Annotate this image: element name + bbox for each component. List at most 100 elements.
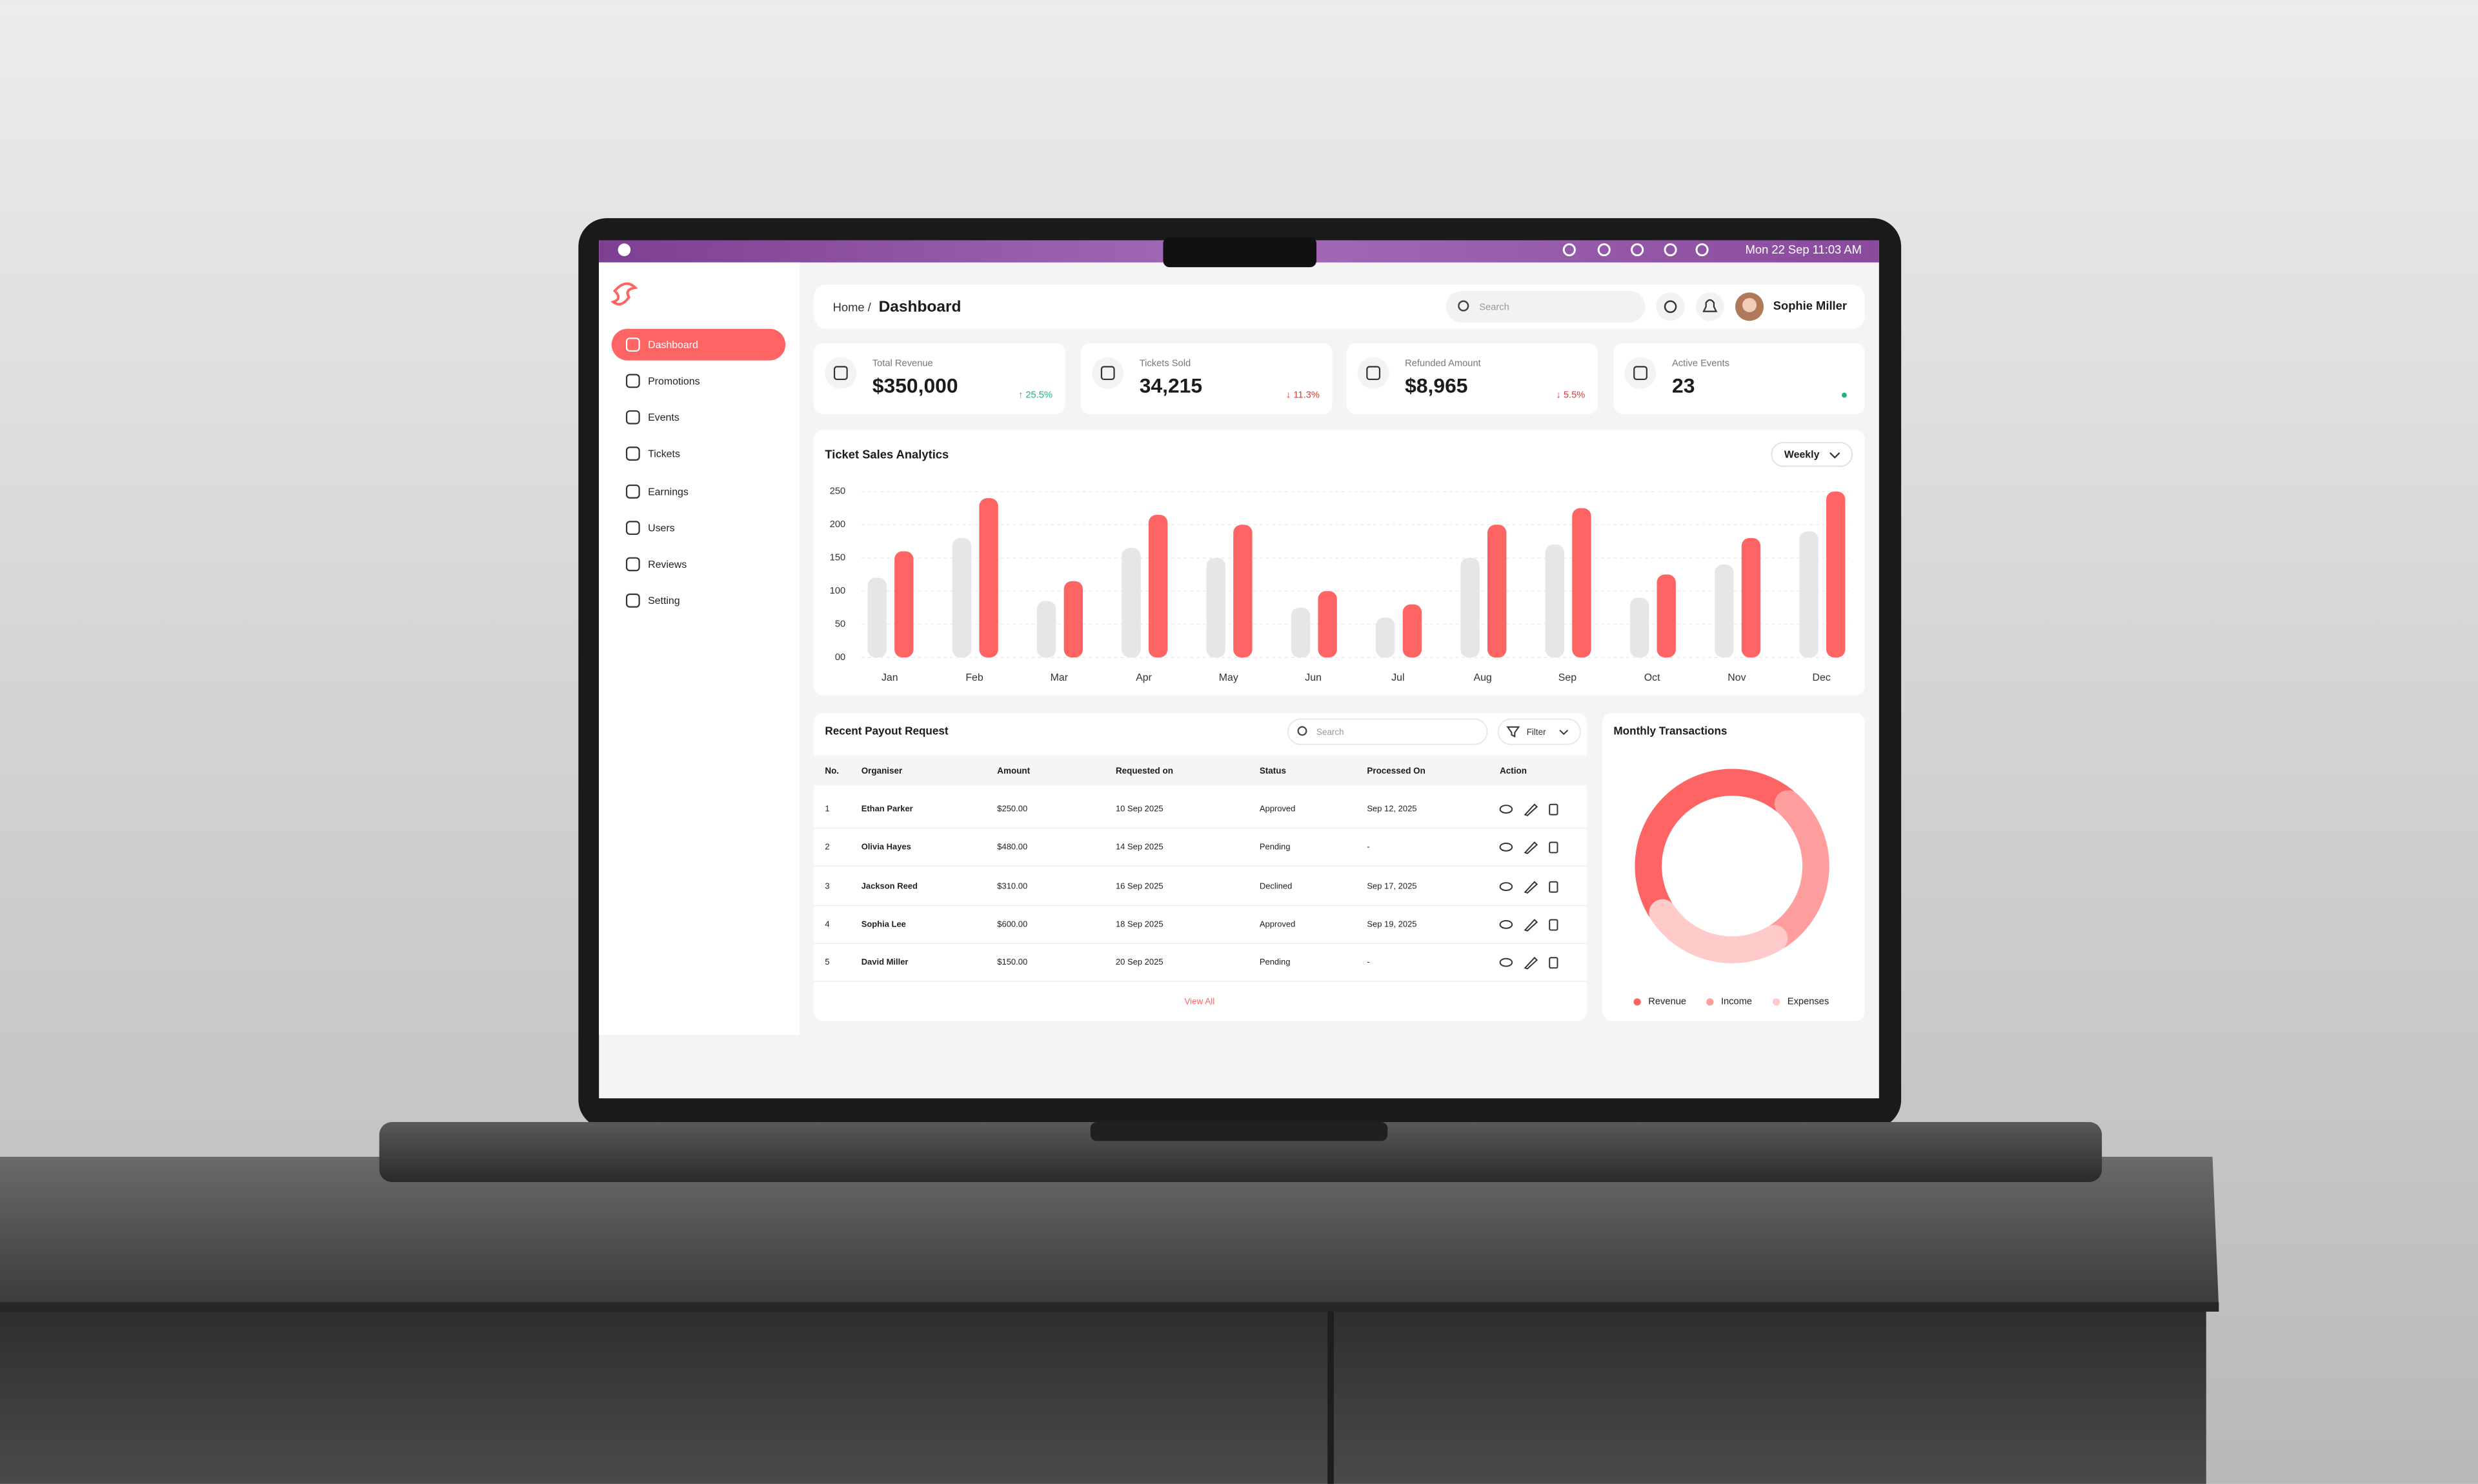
- table-cell: Sep 12, 2025: [1367, 804, 1416, 814]
- table-cell: -: [1367, 841, 1369, 851]
- view-icon[interactable]: [1499, 919, 1513, 929]
- status-icon: [1631, 243, 1644, 257]
- bar: [1291, 607, 1311, 657]
- table-cell: -: [1367, 957, 1369, 967]
- period-dropdown[interactable]: [1771, 441, 1853, 467]
- column-header: Organiser: [861, 766, 903, 776]
- y-tick-label: 50: [835, 619, 845, 629]
- dropdown-chevron: [1829, 452, 1840, 459]
- column-header: Amount: [997, 766, 1030, 776]
- status-icon: [1597, 243, 1611, 257]
- x-tick-label: Jul: [1391, 672, 1404, 683]
- edit-icon[interactable]: [1524, 803, 1538, 816]
- nav-item[interactable]: Users: [648, 523, 675, 534]
- nav-item[interactable]: Dashboard: [648, 340, 698, 351]
- stat-icon-bg: [1357, 357, 1389, 389]
- delete-icon[interactable]: [1549, 841, 1558, 854]
- bar: [1318, 591, 1337, 657]
- nav-item[interactable]: Setting: [648, 596, 680, 607]
- nav-item[interactable]: Tickets: [648, 448, 680, 459]
- bar: [1233, 525, 1253, 657]
- breadcrumb: Home /: [833, 301, 872, 314]
- view-icon[interactable]: [1499, 882, 1513, 891]
- search-box[interactable]: [1446, 290, 1646, 323]
- notification-button[interactable]: [1695, 292, 1724, 321]
- nav-item[interactable]: Earnings: [648, 486, 689, 497]
- filter-label[interactable]: Filter: [1527, 727, 1546, 737]
- table-cell: 18 Sep 2025: [1116, 919, 1163, 928]
- table-cell: 20 Sep 2025: [1116, 957, 1163, 967]
- table-title: Recent Payout Request: [825, 725, 949, 737]
- nav-item[interactable]: Events: [648, 412, 680, 423]
- avatar-face: [1742, 297, 1757, 312]
- desk-edge: [0, 1302, 2219, 1312]
- bar: [1572, 508, 1591, 657]
- column-header: Requested on: [1116, 766, 1173, 776]
- x-tick-label: Dec: [1813, 672, 1831, 683]
- stat-card: [1346, 343, 1598, 414]
- filter-button[interactable]: [1497, 718, 1581, 745]
- status-icon: [1695, 243, 1709, 257]
- edit-icon[interactable]: [1524, 956, 1538, 970]
- filter-chevron: [1559, 729, 1569, 736]
- view-icon[interactable]: [1499, 805, 1513, 814]
- nav-active[interactable]: [611, 328, 786, 361]
- period-label[interactable]: Weekly: [1784, 450, 1820, 461]
- donut-card: [1602, 712, 1865, 1021]
- delete-icon[interactable]: [1549, 919, 1558, 931]
- bar: [1148, 514, 1168, 657]
- table-search-placeholder: Search: [1316, 727, 1344, 737]
- delete-icon[interactable]: [1549, 957, 1558, 969]
- nav-item[interactable]: Promotions: [648, 376, 700, 387]
- edit-icon[interactable]: [1524, 881, 1538, 894]
- delete-icon[interactable]: [1549, 803, 1558, 816]
- bar: [894, 551, 914, 657]
- table-cell: Sep 19, 2025: [1367, 919, 1416, 928]
- status-icon: [1562, 243, 1576, 257]
- x-tick-label: Jun: [1305, 672, 1322, 683]
- bar: [1657, 574, 1676, 657]
- nav-icon: [625, 484, 640, 499]
- edit-icon[interactable]: [1524, 841, 1538, 854]
- bell-icon: [1702, 299, 1718, 312]
- column-header: No.: [825, 766, 839, 776]
- bar: [867, 577, 887, 657]
- table-cell: 4: [825, 919, 829, 928]
- bar: [1826, 491, 1846, 657]
- stat-icon: [1100, 366, 1115, 381]
- stat-icon: [1366, 366, 1381, 381]
- stat-label: Active Events: [1672, 358, 1729, 368]
- table-cell: $480.00: [997, 841, 1027, 851]
- stat-trend: ↓ 11.3%: [1286, 390, 1320, 400]
- delete-icon[interactable]: [1549, 881, 1558, 893]
- nav-icon: [625, 337, 640, 352]
- bar: [1629, 597, 1649, 657]
- filter-icon: [1506, 726, 1520, 738]
- settings-button[interactable]: [1656, 292, 1685, 321]
- legend-swatch: [1633, 998, 1641, 1006]
- table-search[interactable]: [1287, 718, 1488, 745]
- stat-icon: [833, 366, 848, 381]
- stat-value: $8,965: [1405, 374, 1467, 397]
- legend-label: Revenue: [1648, 997, 1686, 1007]
- x-tick-label: Nov: [1728, 672, 1746, 683]
- view-icon[interactable]: [1499, 842, 1513, 852]
- table-cell: David Miller: [861, 957, 909, 967]
- x-tick-label: Jan: [881, 672, 898, 683]
- x-tick-label: Apr: [1136, 672, 1152, 683]
- desk-top: [0, 1156, 2219, 1309]
- table-cell: Sophia Lee: [861, 919, 906, 928]
- stat-label: Tickets Sold: [1140, 358, 1191, 368]
- view-icon[interactable]: [1499, 958, 1513, 967]
- bar: [1715, 564, 1734, 657]
- nav-item[interactable]: Reviews: [648, 559, 687, 570]
- x-tick-label: Sep: [1558, 672, 1576, 683]
- edit-icon[interactable]: [1524, 919, 1538, 932]
- user-name[interactable]: Sophie Miller: [1773, 299, 1847, 312]
- table-cell: $310.00: [997, 881, 1027, 891]
- view-all-link[interactable]: View All: [1184, 996, 1214, 1006]
- x-tick-label: Mar: [1051, 672, 1069, 683]
- bar: [1122, 548, 1141, 657]
- x-tick-label: Feb: [965, 672, 983, 683]
